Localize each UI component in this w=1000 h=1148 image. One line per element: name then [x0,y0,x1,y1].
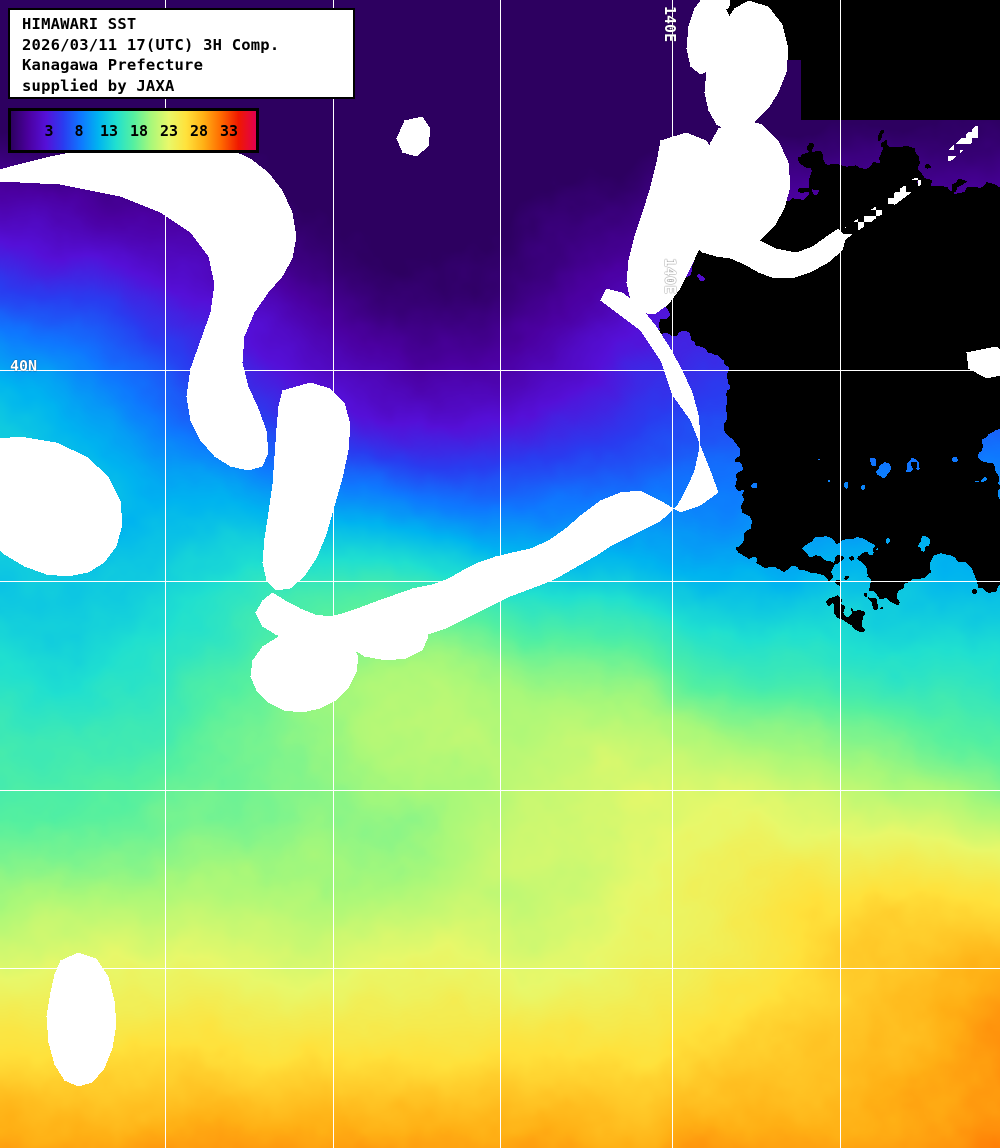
graticule-parallel-1 [0,581,1000,582]
graticule-parallel-2 [0,790,1000,791]
colorbar-tick-18: 18 [129,121,149,140]
graticule-label-40n-0: 40N [10,357,38,375]
graticule-meridian-4 [840,0,841,1148]
title-line-region: Kanagawa Prefecture [22,56,204,74]
colorbar-gradient [11,111,256,150]
graticule-parallel-0 [0,370,1000,371]
graticule-parallel-3 [0,968,1000,969]
graticule-meridian-0 [165,0,166,1148]
colorbar-tick-labels: 3 8 13 18 23 28 33 [11,111,256,150]
graticule-meridian-3 [672,0,673,1148]
title-line-credit: supplied by JAXA [22,76,175,95]
title-line-product: HIMAWARI SST [22,15,137,33]
title-line-datetime: 2026/03/11 17(UTC) 3H Comp. [22,35,280,54]
colorbar-tick-13: 13 [99,121,119,140]
colorbar-tick-3: 3 [44,121,54,140]
colorbar-tick-8: 8 [74,121,84,140]
title-box: HIMAWARI SST 2026/03/11 17(UTC) 3H Comp.… [8,8,355,99]
graticule-label-140e-1: 140E [661,6,679,43]
colorbar-tick-33: 33 [220,121,239,140]
graticule-meridian-1 [333,0,334,1148]
colorbar-tick-28: 28 [190,121,209,140]
graticule-meridian-2 [500,0,501,1148]
colorbar: 3 8 13 18 23 28 33 [8,108,259,153]
graticule-label-140e-2: 140E [661,258,679,295]
colorbar-tick-23: 23 [159,121,179,140]
